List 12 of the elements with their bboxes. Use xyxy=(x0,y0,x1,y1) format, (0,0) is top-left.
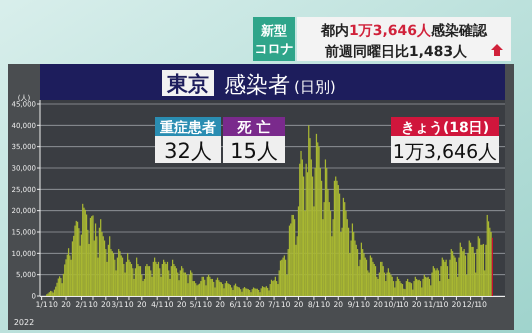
annotation: 32人 xyxy=(164,139,212,163)
text: 前週同曜日比1,483人 xyxy=(324,44,468,60)
text: 新型 xyxy=(260,23,287,39)
chart-title: 東京 感染者 (日別) xyxy=(166,72,336,98)
text: 都内1万3,646人感染確認 xyxy=(320,22,488,39)
annotation: 死 亡 xyxy=(236,119,270,136)
annotation: 1万3,646人 xyxy=(392,141,498,163)
text: コロナ xyxy=(254,42,294,57)
annotation: 15人 xyxy=(230,139,278,163)
annotation: 重症患者 xyxy=(159,119,216,136)
x-axis-title: 2022 xyxy=(14,318,34,327)
annotation: きょう(18日) xyxy=(400,120,490,136)
